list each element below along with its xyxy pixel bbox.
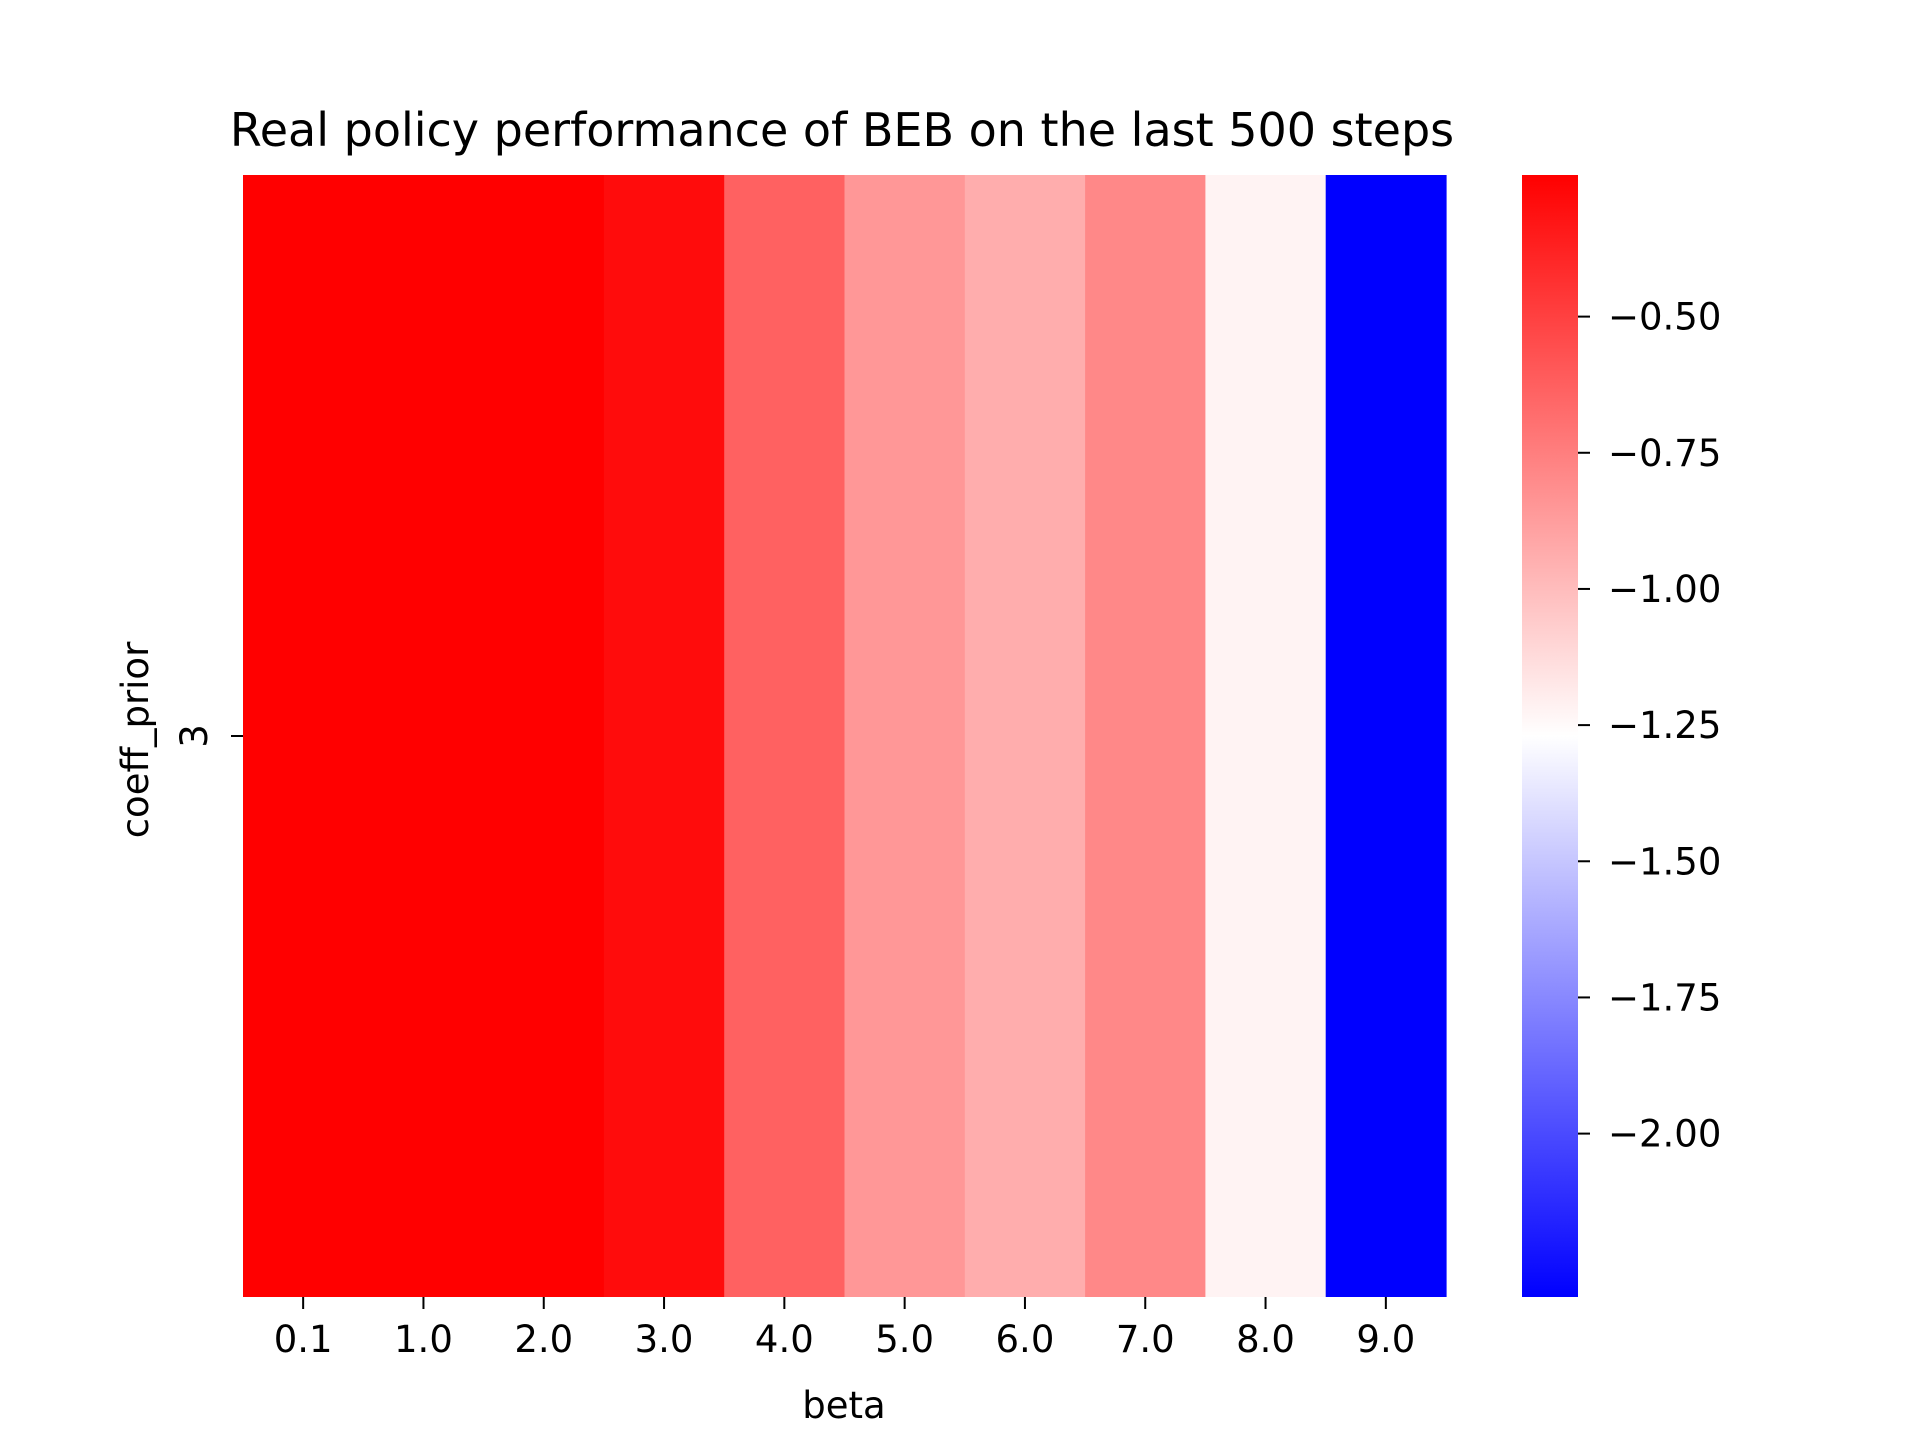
heatmap-cell (1325, 175, 1447, 1297)
x-tick-label: 4.0 (755, 1318, 814, 1361)
heatmap-cell (363, 175, 485, 1297)
colorbar-tick-label: −1.50 (1608, 840, 1721, 883)
colorbar-tick-label: −1.25 (1608, 704, 1721, 747)
colorbar-gradient (1522, 175, 1578, 1297)
colorbar-tick-label: −1.00 (1608, 568, 1721, 611)
y-axis-label: coeff_prior (114, 641, 157, 838)
heatmap-cell (964, 175, 1086, 1297)
heatmap-cell (1205, 175, 1327, 1297)
x-tick-label: 1.0 (394, 1318, 453, 1361)
colorbar-ticks: −0.50 −0.75 −1.00 −1.25 −1.50 −1.75 −2.00 (1578, 296, 1721, 1156)
x-axis-label: beta (802, 1384, 885, 1427)
heatmap-cell (243, 175, 364, 1297)
heatmap-cell (1085, 175, 1206, 1297)
x-tick-label: 9.0 (1356, 1318, 1415, 1361)
y-tick-label: 3 (173, 724, 216, 748)
x-tick-label: 0.1 (274, 1318, 333, 1361)
heatmap-cell (603, 175, 725, 1297)
colorbar (1522, 175, 1578, 1297)
colorbar-tick-label: −0.75 (1608, 432, 1721, 475)
x-tick-label: 8.0 (1236, 1318, 1295, 1361)
heatmap-cell (724, 175, 846, 1297)
colorbar-tick-label: −1.75 (1608, 976, 1721, 1019)
x-axis-ticks: 0.1 1.0 2.0 3.0 4.0 5.0 6.0 7.0 8.0 9.0 (274, 1297, 1415, 1361)
x-tick-label: 2.0 (514, 1318, 573, 1361)
chart-title: Real policy performance of BEB on the la… (230, 103, 1454, 157)
heatmap-cell (844, 175, 966, 1297)
x-tick-label: 7.0 (1116, 1318, 1175, 1361)
x-tick-label: 6.0 (996, 1318, 1055, 1361)
colorbar-tick-label: −2.00 (1608, 1113, 1721, 1156)
heatmap-cells (243, 175, 1447, 1297)
heatmap-cell (483, 175, 605, 1297)
y-axis-ticks: 3 (173, 724, 243, 748)
x-tick-label: 5.0 (875, 1318, 934, 1361)
colorbar-tick-label: −0.50 (1608, 296, 1721, 339)
x-tick-label: 3.0 (635, 1318, 694, 1361)
